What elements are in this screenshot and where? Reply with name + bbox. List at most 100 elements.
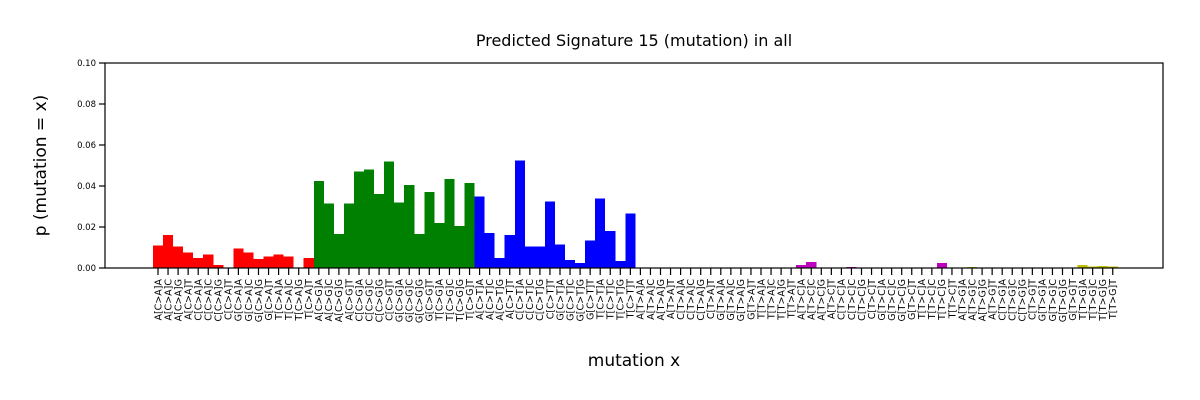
x-tick-label: G[T>C]A [877, 279, 888, 321]
x-tick-label: T[C>G]A [435, 279, 446, 322]
x-tick-label: G[T>G]A [1038, 279, 1049, 322]
x-tick-label: T[T>A]G [776, 279, 787, 321]
bar [414, 234, 425, 268]
x-tick-label: G[T>A]A [716, 279, 727, 321]
x-tick-label: A[T>G]G [977, 279, 988, 321]
x-tick-label: A[T>A]G [656, 279, 667, 321]
x-tick-label: G[T>G]C [1048, 279, 1059, 322]
x-tick-label: T[T>C]A [917, 279, 928, 321]
x-tick-label: C[C>T]G [535, 279, 546, 321]
bar [434, 222, 445, 268]
bar [806, 261, 817, 268]
bar [364, 169, 375, 268]
bar [313, 180, 324, 269]
bar [333, 234, 344, 268]
bar [424, 192, 435, 268]
y-tick-label: 0.00 [77, 264, 96, 274]
bar [615, 260, 626, 268]
bar [273, 254, 284, 268]
x-tick-label: A[C>T]G [495, 279, 506, 321]
x-tick-label: C[T>G]G [1018, 279, 1029, 322]
bar [585, 240, 596, 268]
y-tick-label: 0.06 [77, 141, 96, 151]
x-tick-label: A[T>G]T [987, 279, 998, 320]
y-axis-ticks: 0.00 0.02 0.04 0.06 0.08 0.10 [77, 59, 105, 274]
x-tick-label: T[C>A]G [294, 279, 305, 322]
bar [152, 245, 164, 268]
x-tick-label: G[T>C]C [887, 279, 898, 321]
x-tick-label: T[T>A]C [766, 279, 777, 320]
bar [263, 256, 274, 268]
bar [213, 264, 224, 268]
x-tick-label: C[C>T]C [525, 279, 536, 320]
bar [374, 194, 385, 268]
x-tick-label: G[T>C]G [897, 279, 908, 322]
x-tick-label: T[T>C]T [947, 279, 958, 320]
bar [524, 246, 535, 268]
x-tick-label: A[T>A]T [666, 279, 677, 319]
bar [575, 262, 586, 269]
bar [193, 257, 204, 268]
x-tick-label: T[C>T]C [606, 279, 617, 321]
x-tick-label: T[T>C]G [937, 279, 948, 321]
y-axis-label: p (mutation = x) [31, 95, 51, 237]
x-tick-label: T[T>A]A [756, 279, 767, 320]
x-tick-label: A[T>C]G [817, 279, 828, 321]
x-tick-label: G[C>T]T [585, 279, 596, 320]
x-tick-label: A[C>G]C [324, 279, 335, 322]
x-tick-label: G[C>A]A [234, 279, 245, 322]
x-tick-label: G[T>A]C [726, 279, 737, 321]
x-tick-label: C[T>A]T [706, 279, 717, 319]
bar-series [152, 160, 1118, 269]
x-tick-label: C[T>C]T [867, 279, 878, 319]
x-tick-label: C[C>A]G [214, 279, 225, 322]
x-tick-label: T[C>T]A [596, 279, 607, 321]
x-tick-label: C[T>C]G [857, 279, 868, 321]
bar [384, 161, 395, 268]
bar [605, 231, 616, 268]
x-tick-label: G[T>A]T [746, 279, 757, 320]
x-tick-label: T[T>G]C [1088, 279, 1099, 321]
x-tick-label: C[T>A]G [696, 279, 707, 321]
x-tick-label: C[C>T]T [545, 279, 556, 319]
x-tick-label: G[C>T]A [555, 279, 566, 321]
x-tick-label: A[C>A]T [183, 279, 194, 320]
x-tick-label: C[C>G]C [364, 279, 375, 322]
chart-title: Predicted Signature 15 (mutation) in all [476, 31, 792, 50]
x-tick-label: C[T>C]A [837, 279, 848, 320]
x-tick-label: C[C>G]A [354, 278, 365, 321]
bar [444, 178, 455, 268]
x-tick-label: C[T>G]C [1008, 279, 1019, 321]
bar [283, 256, 294, 268]
x-tick-label: T[T>G]A [1078, 279, 1089, 321]
bar [504, 235, 515, 268]
x-tick-label: C[C>A]A [194, 279, 205, 321]
bar [253, 258, 264, 268]
bar [183, 252, 194, 269]
bar [233, 248, 244, 268]
x-tick-label: T[C>A]A [274, 279, 285, 321]
x-tick-label: G[T>A]G [736, 279, 747, 321]
x-tick-label: A[C>A]G [173, 279, 184, 321]
x-tick-label: G[C>T]G [575, 279, 586, 322]
x-tick-label: G[C>A]C [244, 279, 255, 322]
bar [454, 225, 465, 268]
x-tick-label: C[C>T]A [515, 279, 526, 320]
x-tick-label: G[T>G]G [1058, 279, 1069, 322]
x-tick-label: A[C>T]A [475, 279, 486, 320]
bar [625, 213, 636, 268]
x-tick-label: A[C>G]T [344, 279, 355, 321]
bar [1087, 266, 1098, 268]
bar [243, 252, 254, 269]
x-tick-label: T[C>T]G [616, 279, 627, 321]
bar [494, 257, 505, 268]
x-tick-label: A[C>T]C [485, 279, 496, 320]
bar [343, 203, 354, 268]
x-tick-label: A[T>C]A [797, 279, 808, 320]
x-tick-label: A[T>G]C [967, 279, 978, 321]
x-tick-label: T[C>T]T [626, 279, 637, 320]
x-tick-label: A[T>A]A [636, 278, 647, 319]
x-tick-label: C[T>G]A [998, 279, 1009, 321]
bar [484, 233, 495, 268]
x-tick-label: T[T>G]G [1098, 279, 1109, 322]
